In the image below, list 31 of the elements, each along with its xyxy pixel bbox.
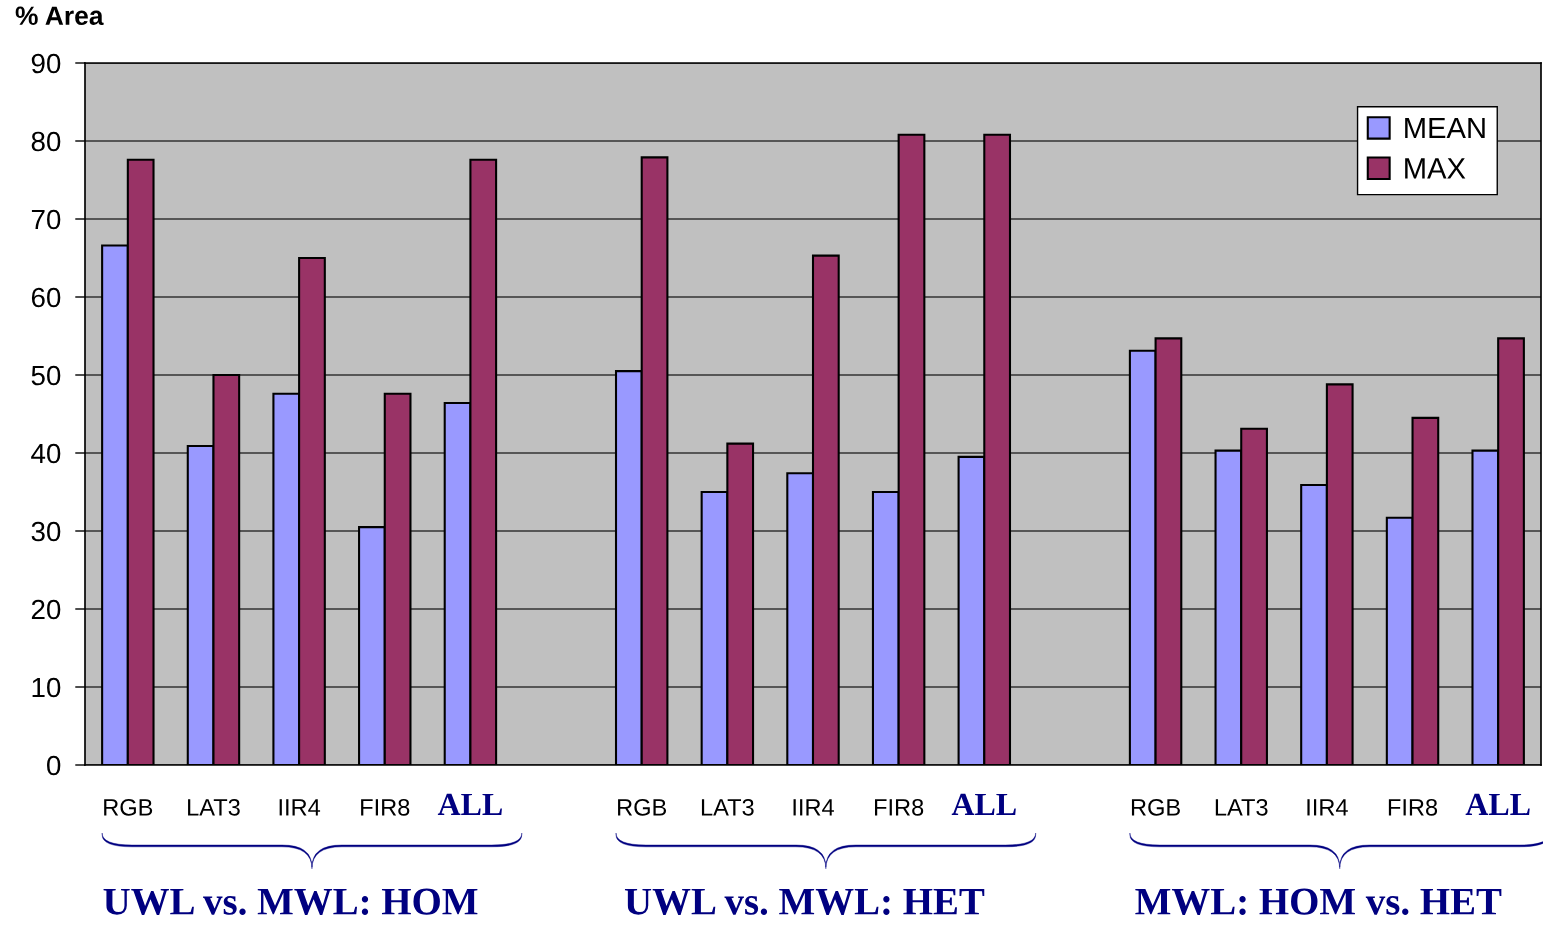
x-tick-label: FIR8 [361, 798, 410, 816]
x-tick-label: IIR4 [793, 799, 834, 816]
x-tick-label: FIR8 [1388, 798, 1438, 816]
y-axis-title: % Area [15, 6, 104, 26]
x-tick-label: RGB [1131, 798, 1180, 816]
text: UWL vs. MWL: HET [624, 888, 985, 915]
y-tick-label: 80 [31, 131, 61, 152]
x-tick-label: FIR8 [875, 798, 924, 816]
x-tick-label: IIR4 [279, 799, 321, 816]
x-tick-label: RGB [104, 798, 153, 816]
y-tick-label: 50 [31, 365, 61, 386]
y-tick-label: 20 [31, 599, 61, 620]
text: MWL: HOM vs. HET [1135, 888, 1502, 915]
y-tick-label: 90 [31, 53, 61, 74]
text: UWL vs. MWL: HOM [103, 888, 478, 915]
y-tick-label: 60 [31, 287, 61, 308]
x-tick-label: ALL [437, 793, 502, 815]
y-tick-label: 30 [31, 521, 61, 542]
y-tick-label: 40 [31, 443, 61, 464]
x-tick-label: IIR4 [1307, 799, 1348, 816]
y-tick-label: 70 [31, 209, 61, 230]
legend-label: MAX [1405, 158, 1466, 179]
y-tick-label: 0 [47, 755, 61, 776]
x-tick-label: LAT3 [701, 798, 754, 816]
x-tick-label: ALL [1465, 793, 1530, 815]
x-tick-label: ALL [951, 793, 1016, 815]
legend-label: MEAN [1405, 118, 1485, 139]
x-tick-label: RGB [618, 798, 667, 816]
y-tick-label: 10 [32, 677, 61, 698]
x-tick-label: LAT3 [188, 798, 240, 816]
x-tick-label: LAT3 [1215, 798, 1268, 816]
